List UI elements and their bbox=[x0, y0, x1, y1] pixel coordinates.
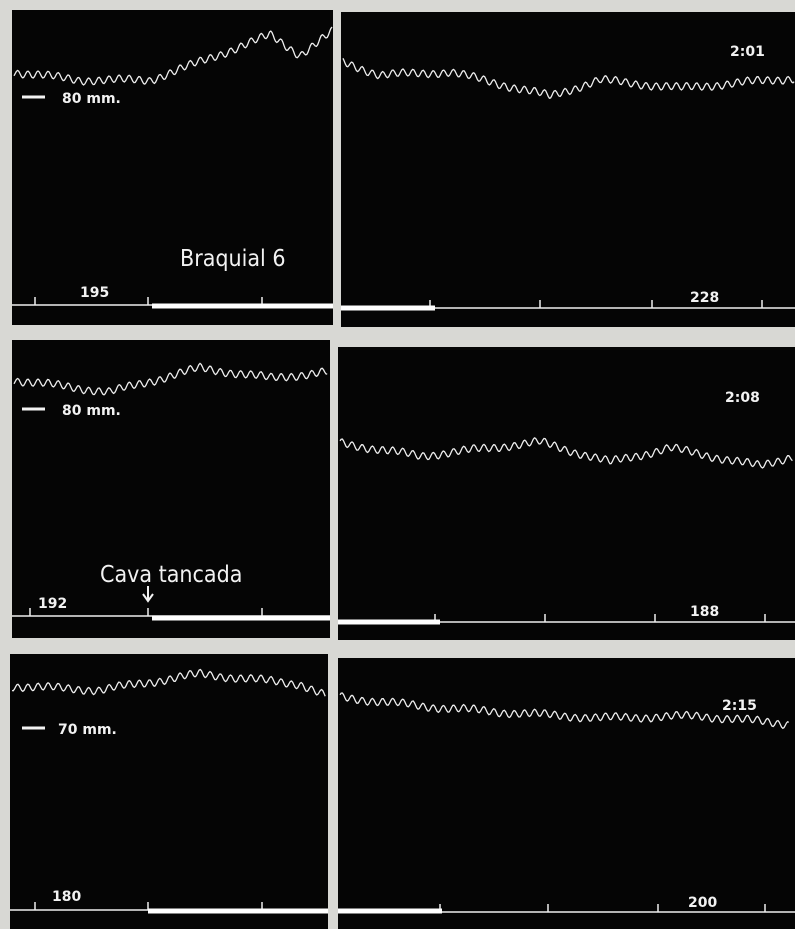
pressure-label: 70 mm. bbox=[58, 722, 117, 738]
figure: 80 mm. 2:01 195 228 Braquial 6 80 mm. 2:… bbox=[0, 0, 795, 929]
count-label: 192 bbox=[38, 596, 67, 612]
panel bbox=[10, 654, 328, 929]
time-label: 2:01 bbox=[730, 44, 765, 60]
pressure-label: 80 mm. bbox=[62, 403, 121, 419]
time-label: 2:08 bbox=[725, 390, 760, 406]
panel bbox=[341, 12, 795, 327]
count-label: 180 bbox=[52, 889, 81, 905]
time-label: 2:15 bbox=[722, 698, 757, 714]
pressure-label: 80 mm. bbox=[62, 91, 121, 107]
count-label: 228 bbox=[690, 290, 719, 306]
panel bbox=[12, 340, 330, 638]
count-label: 188 bbox=[690, 604, 719, 620]
annotation: Cava tancada bbox=[100, 562, 242, 588]
count-label: 195 bbox=[80, 285, 109, 301]
panel bbox=[12, 10, 333, 325]
annotation: Braquial 6 bbox=[180, 246, 286, 272]
count-label: 200 bbox=[688, 895, 717, 911]
